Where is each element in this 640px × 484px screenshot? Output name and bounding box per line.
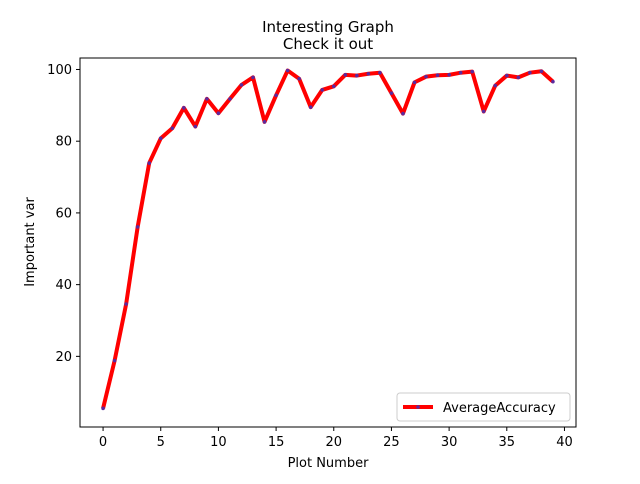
data-point (481, 109, 486, 114)
data-point (470, 69, 474, 74)
y-tick-label: 60 (55, 206, 72, 221)
data-point (435, 73, 440, 78)
data-point (135, 225, 140, 229)
x-tick-label: 15 (268, 435, 285, 450)
data-point (147, 161, 152, 165)
data-point (355, 73, 359, 78)
data-point (182, 106, 186, 110)
data-point (216, 111, 221, 116)
data-point (504, 73, 509, 78)
legend-marker-swatch (416, 405, 420, 409)
x-tick-label: 30 (441, 435, 458, 450)
data-point (378, 70, 382, 75)
data-point (447, 73, 451, 77)
series-layer (101, 68, 555, 411)
data-point (320, 88, 325, 92)
data-point (458, 70, 463, 75)
data-point (205, 97, 209, 101)
legend-box (396, 392, 571, 422)
series-line (101, 68, 555, 409)
x-tick-label: 5 (157, 435, 165, 450)
x-tick-label: 10 (210, 435, 227, 450)
y-tick-label: 20 (55, 350, 72, 365)
data-point (124, 302, 128, 306)
data-point (343, 73, 348, 77)
data-point (262, 120, 267, 124)
x-tick-label: 25 (383, 435, 400, 450)
data-point (228, 97, 232, 101)
data-point (412, 80, 417, 85)
axes-frame (79, 57, 577, 428)
y-tick-label: 40 (55, 278, 72, 293)
x-tick-label: 35 (499, 435, 516, 450)
x-tick-label: 20 (325, 435, 342, 450)
data-point (389, 91, 394, 95)
data-point (297, 76, 301, 81)
data-point (331, 84, 336, 89)
data-point (274, 93, 278, 98)
chart-title: Interesting Graph (262, 18, 394, 36)
x-tick-label: 0 (99, 435, 107, 450)
data-point (401, 111, 405, 116)
x-tick-label: 40 (556, 435, 573, 450)
data-point (308, 105, 313, 109)
axis-ticks: 0 5 10 15 20 25 30 35 40 20 40 60 80 100 (47, 63, 573, 450)
data-point (285, 68, 290, 73)
chart-subtitle: Check it out (283, 35, 373, 53)
y-tick-label: 80 (55, 135, 72, 150)
data-point (101, 406, 105, 411)
data-point (158, 136, 163, 141)
data-point (112, 358, 117, 363)
data-point (528, 70, 532, 75)
data-point (239, 83, 244, 87)
data-point (193, 124, 198, 129)
y-tick-label: 100 (47, 63, 72, 78)
y-axis-label: Important var (23, 197, 38, 287)
data-point (539, 69, 544, 74)
data-point (493, 83, 498, 88)
x-axis-label: Plot Number (288, 456, 370, 471)
data-point (516, 75, 521, 80)
legend: AverageAccuracy (396, 392, 571, 422)
data-point (251, 75, 255, 80)
legend-label: AverageAccuracy (443, 401, 556, 416)
data-point (424, 74, 428, 79)
data-point (170, 126, 175, 131)
data-point (366, 71, 371, 76)
data-point (551, 79, 555, 84)
